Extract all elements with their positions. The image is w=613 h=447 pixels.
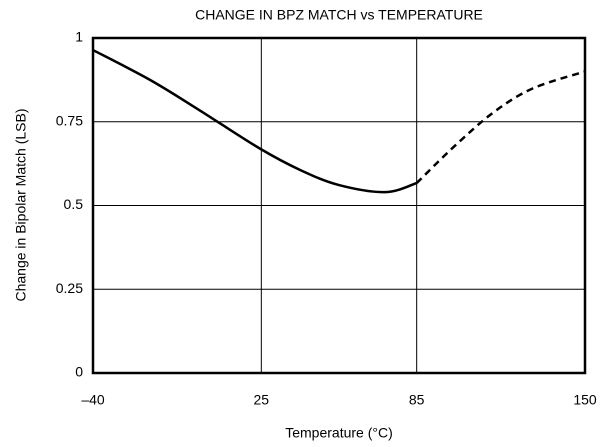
y-tick-label: 1: [75, 29, 83, 45]
y-tick-label: 0.5: [64, 196, 84, 212]
line: [415, 70, 586, 184]
y-tick-label: 0: [75, 364, 83, 380]
y-tick-label: 0.25: [56, 280, 83, 296]
chart-title: CHANGE IN BPZ MATCH vs TEMPERATURE: [195, 7, 483, 23]
x-tick-label: –40: [81, 392, 105, 408]
plot-frame: [91, 36, 587, 375]
y-tick-label: 0.75: [56, 112, 83, 128]
x-axis-label: Temperature (°C): [285, 425, 393, 441]
y-axis-label: Change in Bipolar Match (LSB): [13, 109, 29, 302]
x-tick-label: 85: [409, 392, 425, 408]
x-tick-label: 150: [573, 392, 597, 408]
x-tick-label: 25: [254, 392, 270, 408]
line: [92, 48, 418, 194]
